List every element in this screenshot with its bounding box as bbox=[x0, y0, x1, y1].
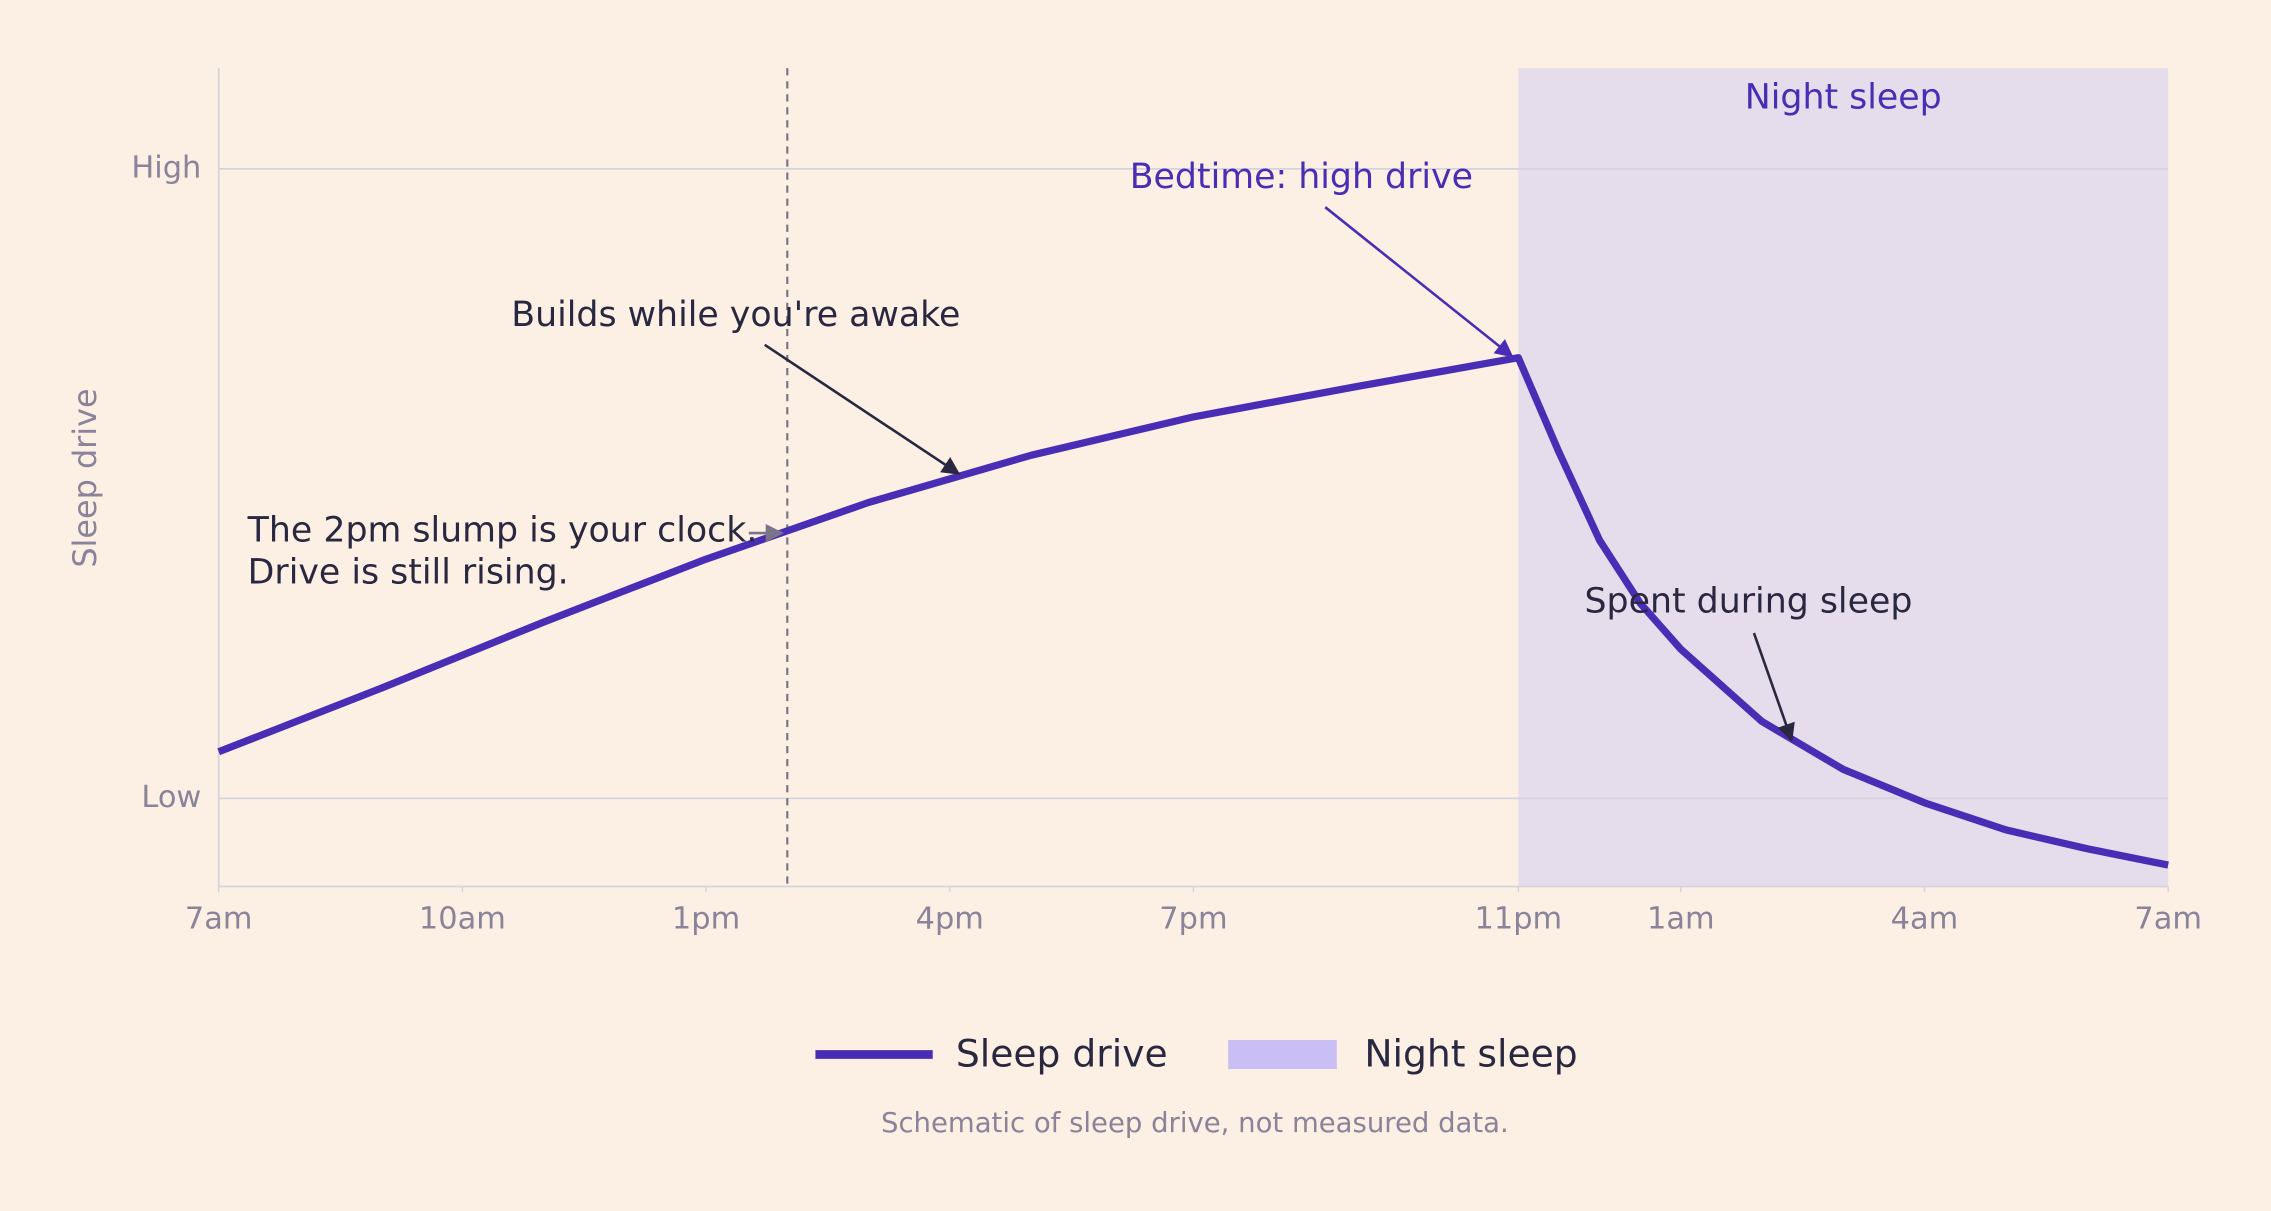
legend-label: Sleep drive bbox=[956, 1031, 1168, 1075]
y-tick-label: High bbox=[131, 150, 201, 185]
legend-patch bbox=[1228, 1040, 1337, 1069]
sleep-drive-line bbox=[217, 354, 2169, 869]
x-tick-label: 4am bbox=[1891, 901, 1959, 936]
x-tick-label: 7am bbox=[185, 901, 253, 936]
x-tick-label: 7pm bbox=[1159, 901, 1227, 936]
annotation: Drive is still rising. bbox=[248, 553, 569, 593]
x-tick-label: 1pm bbox=[672, 901, 740, 936]
y-tick-label: Low bbox=[141, 780, 201, 815]
footnote: Schematic of sleep drive, not measured d… bbox=[881, 1107, 1509, 1139]
band-label: Night sleep bbox=[1745, 78, 1942, 118]
night-band bbox=[1518, 68, 2169, 887]
annotation-arrow bbox=[1324, 206, 1514, 358]
legend-label: Night sleep bbox=[1364, 1031, 1577, 1075]
x-tick-label: 4pm bbox=[916, 901, 984, 936]
annotation: Builds while you're awake bbox=[511, 295, 960, 335]
x-tick-label: 11pm bbox=[1475, 901, 1563, 936]
x-tick-label: 1am bbox=[1647, 901, 1715, 936]
x-tick-label: 7am bbox=[2134, 901, 2202, 936]
annotation: Bedtime: high drive bbox=[1130, 157, 1473, 197]
annotation-arrow bbox=[1752, 632, 1795, 742]
annotation: Spent during sleep bbox=[1584, 582, 1912, 622]
y-axis-label: Sleep drive bbox=[66, 388, 104, 567]
annotation: The 2pm slump is your clock. bbox=[247, 511, 758, 551]
annotation-arrow bbox=[764, 343, 961, 475]
x-tick-label: 10am bbox=[419, 901, 506, 936]
